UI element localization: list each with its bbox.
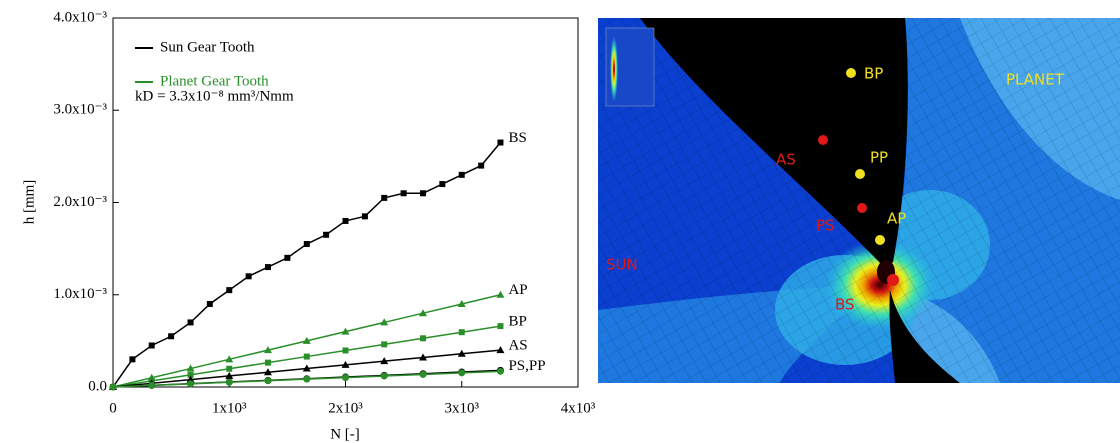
legend-label: Planet Gear Tooth [160,73,269,89]
marker [168,333,174,339]
x-tick-label: 1x10³ [212,400,247,416]
gear-label: SUN [606,256,638,274]
x-axis-label: N [-] [330,426,360,442]
marker [381,341,387,347]
point-label: PP [870,149,888,167]
marker [342,374,349,381]
marker [207,301,213,307]
annotation: kD = 3.3x10⁻⁸ mm³/Nmm [135,88,294,104]
point-label: BP [864,65,883,83]
x-tick-label: 2x10³ [328,400,363,416]
marker [129,356,135,362]
marker [458,369,465,376]
marker [303,376,310,383]
marker [226,287,232,293]
marker [187,380,194,387]
x-tick-label: 3x10³ [445,400,480,416]
marker [265,360,271,366]
marker [226,366,232,372]
marker [362,213,368,219]
marker [497,368,504,375]
marker [343,347,349,353]
marker [343,218,349,224]
y-tick-label: 0.0 [88,378,107,394]
y-axis-label: h [mm] [21,180,37,225]
marker [148,382,155,389]
x-tick-label: 0 [109,400,117,416]
series-label: BP [508,314,526,330]
point-label: BS [835,296,855,314]
x-tick-label: 4x10³ [561,400,596,416]
marker [420,190,426,196]
series-line [113,143,500,387]
marker [478,163,484,169]
marker [381,195,387,201]
y-tick-label: 3.0x10⁻³ [53,102,107,118]
marker [304,354,310,360]
figure: BP PLANET AS PP PS AP SUN BS N [-] h [mm… [0,0,1120,443]
marker [304,241,310,247]
page: BP PLANET AS PP PS AP SUN BS N [-] h [mm… [0,0,1120,443]
fe-image: BP PLANET AS PP PS AP SUN BS [598,18,1120,383]
marker [246,273,252,279]
series-label: BS [508,130,526,146]
y-tick-label: 1.0x10⁻³ [53,286,107,302]
point-label: AP [887,210,906,228]
marker [284,255,290,261]
series-label: AS [508,338,527,354]
marker [265,264,271,270]
legend-label: Sun Gear Tooth [160,39,255,55]
gear-label: PLANET [1006,71,1065,89]
marker [459,172,465,178]
marker [496,346,504,353]
marker [381,373,388,380]
point-label: PS [816,217,835,235]
marker [226,379,233,386]
marker [496,291,504,298]
marker [110,384,117,391]
marker [497,323,503,329]
marker [188,319,194,325]
marker [439,181,445,187]
marker [323,232,329,238]
marker [420,371,427,378]
marker [149,342,155,348]
y-tick-label: 2.0x10⁻³ [53,194,107,210]
point-label: AS [776,151,796,169]
marker [459,329,465,335]
series-label: AP [508,282,527,298]
marker [264,377,271,384]
marker [401,190,407,196]
series-label: PS,PP [508,358,545,374]
marker [497,140,503,146]
marker [420,335,426,341]
y-tick-label: 4.0x10⁻³ [53,9,107,25]
